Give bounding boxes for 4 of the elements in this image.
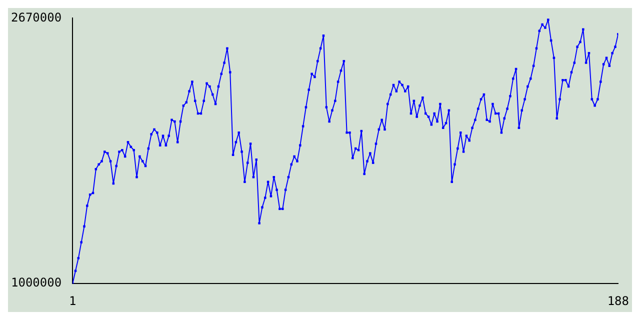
y-tick-label: 1000000 — [10, 276, 62, 290]
x-tick-label: 188 — [607, 294, 630, 308]
x-tick-label: 1 — [68, 294, 76, 308]
y-tick-label: 2670000 — [10, 10, 62, 24]
